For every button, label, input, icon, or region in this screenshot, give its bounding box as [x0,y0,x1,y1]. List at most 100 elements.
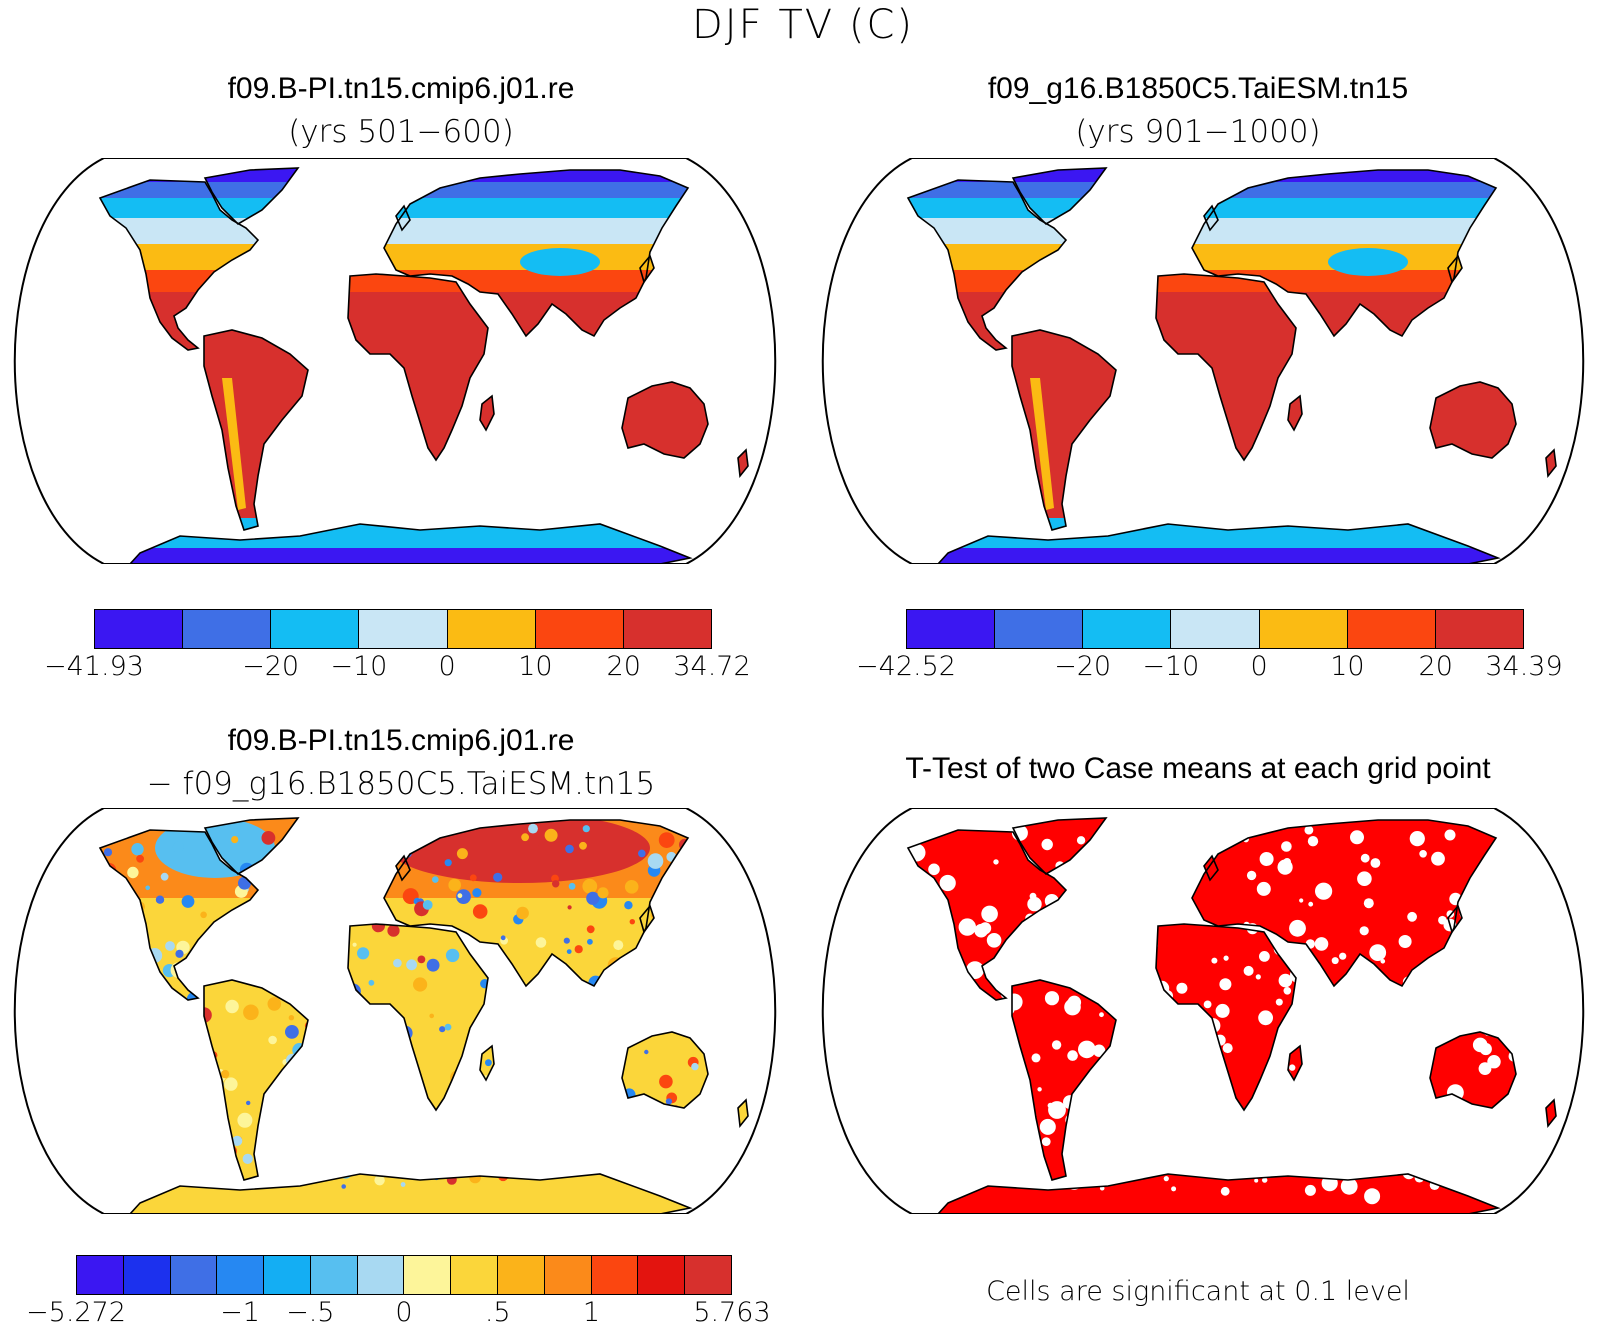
anomaly-cell [130,964,146,980]
colorbar-tick-label: 10 [1330,651,1365,682]
insignificant-cell [994,1079,1007,1093]
insignificant-cell [845,845,861,861]
panel3-colorbar [76,1255,732,1295]
anomaly-cell [165,941,175,951]
insignificant-cell [1439,972,1447,980]
insignificant-cell [1480,945,1496,962]
anomaly-cell [464,1048,470,1054]
panel2-subtitle: (yrs 901−1000) [1075,114,1321,150]
insignificant-cell [1402,1166,1416,1180]
anomaly-cell [29,923,43,937]
insignificant-cell [1319,1107,1330,1119]
insignificant-cell [1473,1115,1490,1131]
anomaly-cell [711,1018,725,1032]
anomaly-cell [329,1135,343,1149]
insignificant-cell [873,892,891,910]
panel3-map [4,808,787,1214]
colorbar-tick-label: 20 [606,651,641,682]
temperature-band [908,308,1556,488]
anomaly-cell [376,872,388,884]
anomaly-cell [400,1182,406,1187]
coastline-samerica [203,329,309,531]
anomaly-cell [707,885,715,893]
anomaly-cell [766,993,775,1002]
panel3-subtitle: − f09_g16.B1850C5.TaiESM.tn15 [146,766,656,802]
anomaly-cell [280,893,296,908]
anomaly-cell [298,1096,303,1101]
anomaly-cell [614,1166,626,1178]
anomaly-cell [537,990,548,1000]
insignificant-cell [913,1000,925,1012]
temperature-band [908,548,1556,564]
insignificant-cell [859,1119,867,1127]
anomaly-cell [145,885,150,891]
anomaly-cell [155,895,165,904]
insignificant-cell [861,1125,874,1138]
insignificant-cell [851,981,855,985]
anomaly-cell [76,1183,83,1190]
anomaly-cell [288,911,296,919]
anomaly-cell [33,950,45,962]
anomaly-cell [525,1098,538,1111]
anomaly-cell [365,1106,375,1116]
insignificant-cell [1357,871,1372,886]
anomaly-cell [43,906,58,921]
anomaly-cell [629,919,635,925]
anomaly-cell [472,904,488,919]
anomaly-cell [682,1108,689,1116]
anomaly-cell [574,945,583,954]
anomaly-cell [297,1128,312,1143]
insignificant-cell [1573,1159,1590,1176]
insignificant-cell [1469,1111,1485,1127]
insignificant-cell [1110,908,1121,919]
colorbar-tick-label: 0 [395,1297,413,1328]
anomaly-cell [484,1113,496,1125]
anomaly-cell [246,1100,251,1106]
anomaly-cell [668,1133,679,1143]
anomaly-cell [391,1072,406,1087]
insignificant-cell [833,956,843,966]
anomaly-cell [691,879,697,885]
insignificant-cell [1374,996,1385,1006]
insignificant-cell [852,1029,868,1045]
insignificant-cell [833,875,841,883]
anomaly-cell [41,833,47,839]
insignificant-cell [1173,1021,1186,1034]
insignificant-cell [1278,973,1293,988]
anomaly-cell [552,880,560,888]
insignificant-cell [1452,1168,1467,1183]
insignificant-cell [1289,1064,1296,1071]
insignificant-cell [1380,959,1386,964]
anomaly-cell [352,942,357,947]
colorbar-segment [447,610,536,648]
anomaly-cell [516,1164,530,1177]
anomaly-cell [493,872,503,882]
anomaly-cell [164,997,180,1012]
anomaly-cell [368,979,375,986]
anomaly-cell [672,1145,681,1154]
coastline-nz [1545,1098,1557,1129]
insignificant-cell [920,1124,928,1132]
anomaly-cell [343,1028,359,1044]
anomaly-cell [258,877,267,886]
anomaly-cell [543,1043,551,1051]
anomaly-cell [172,1067,179,1074]
insignificant-cell [974,923,988,938]
insignificant-cell [1311,1129,1322,1140]
coastline-uk [395,204,411,232]
anomaly-cell [682,881,694,893]
anomaly-cell [4,1167,15,1178]
insignificant-cell [966,961,984,979]
anomaly-cell [741,911,748,921]
insignificant-cell [1030,1169,1042,1181]
temperature-band [908,168,1556,198]
anomaly-cell [448,878,462,892]
insignificant-cell [1431,851,1445,866]
insignificant-cell [886,895,891,900]
coastline-samerica [203,979,309,1181]
colorbar-segment [498,1256,545,1294]
anomaly-cell [597,1079,613,1095]
anomaly-cell [360,1151,373,1164]
anomaly-cell [783,962,787,966]
anomaly-cell [469,942,482,955]
